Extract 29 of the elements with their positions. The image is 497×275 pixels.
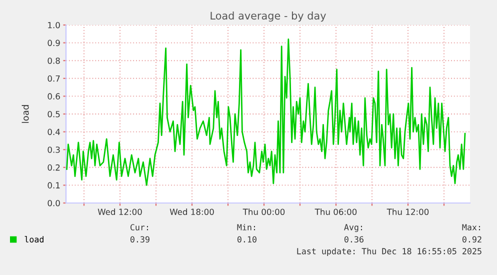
text: 0.36 <box>344 236 364 243</box>
y-tick-label: 0.8 <box>48 58 60 64</box>
text: Max: <box>462 224 480 230</box>
y-tick-label: 1.0 <box>48 22 60 28</box>
y-tick-label: 0.6 <box>48 93 60 100</box>
y-tick-label: 0.4 <box>48 128 60 136</box>
y-axis-title: load <box>22 105 29 123</box>
text: Cur: <box>130 224 148 230</box>
y-tick-label: 0.2 <box>48 164 60 171</box>
text: 0.39 <box>130 236 150 243</box>
text: Last update: Thu Dec 18 16:55:05 2025 <box>297 248 482 256</box>
text: 0.10 <box>237 236 256 243</box>
y-tick-label: 0.9 <box>48 40 60 46</box>
text: 0.92 <box>462 236 482 243</box>
x-tick-label: Wed 12:00 <box>98 208 142 216</box>
y-tick-label: 0.7 <box>48 75 60 82</box>
y-tick-label: 0.0 <box>48 200 60 206</box>
x-tick-label: Thu 12:00 <box>386 208 429 216</box>
x-tick-label: Thu 00:00 <box>242 208 285 216</box>
line-series <box>66 38 466 186</box>
legend-label: load <box>24 236 44 243</box>
x-tick-label: Thu 06:00 <box>314 208 357 216</box>
chart-title: Load average - by day <box>210 12 326 22</box>
text: Avg: <box>344 224 362 232</box>
y-tick-label: 0.5 <box>48 110 60 118</box>
x-tick-label: Wed 18:00 <box>170 208 214 216</box>
y-tick-label: 0.3 <box>48 146 60 153</box>
y-tick-label: 0.1 <box>48 182 60 188</box>
text: Min: <box>237 224 255 230</box>
